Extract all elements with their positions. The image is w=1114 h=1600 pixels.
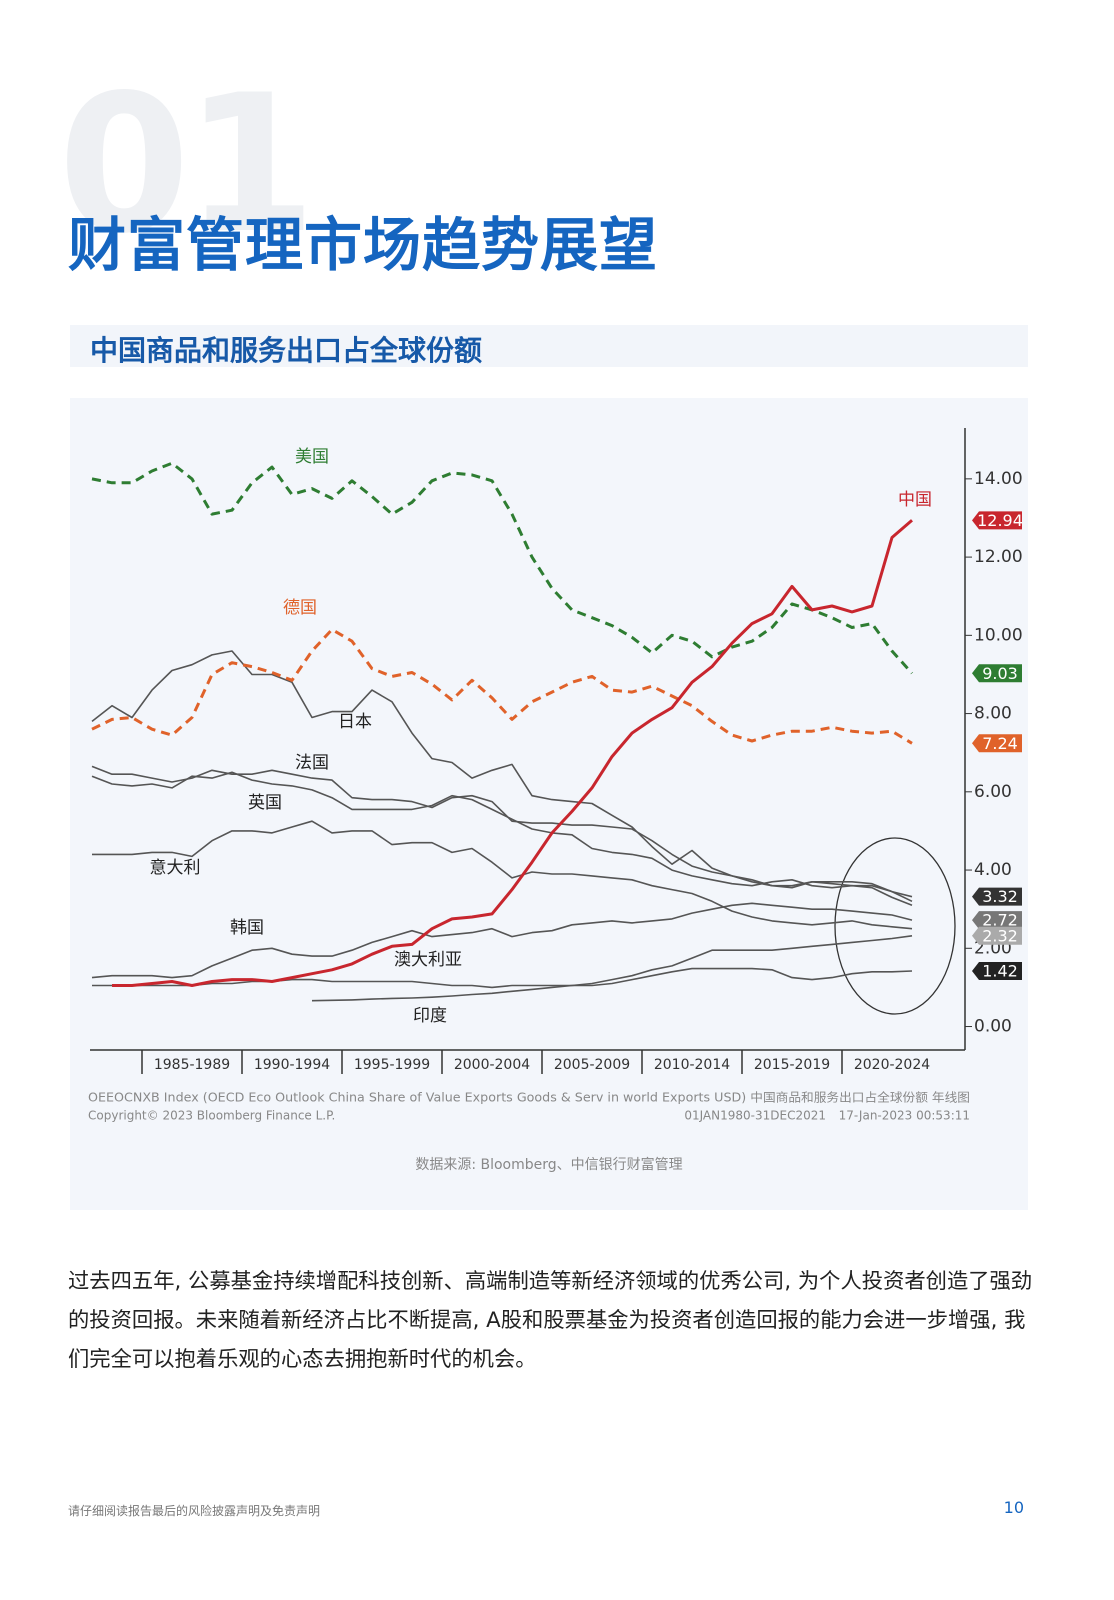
chart-note: 01JAN1980-31DEC2021 [684,1109,826,1123]
chart-source: 数据来源: Bloomberg、中信银行财富管理 [415,1156,682,1173]
section-number: 01 [58,54,316,275]
series-line [91,902,913,979]
value-tag [972,511,1022,530]
series-label: 意大利 [150,858,201,878]
value-label: 1.42 [982,961,1018,980]
x-tick-label: 1995-1999 [354,1057,430,1073]
section-title: 中国商品和服务出口占全球份额 [90,334,483,367]
x-tick-label: 1985-1989 [154,1057,230,1073]
highlight-ellipse [834,837,956,1015]
series-label: 印度 [413,1006,447,1026]
y-tick-label: 6.00 [974,782,1012,802]
value-tag [972,911,1022,930]
value-tag [972,887,1022,906]
series-line [91,650,913,898]
value-label: 9.03 [982,664,1018,683]
series-line [92,820,913,930]
disclaimer: 请仔细阅读报告最后的风险披露声明及免责声明 [68,1504,321,1518]
page-title: 财富管理市场趋势展望 [68,211,659,279]
series-label: 德国 [283,598,317,618]
series-label: 韩国 [230,918,264,938]
chart-note: 17-Jan-2023 00:53:11 [839,1109,970,1123]
chart-note: OEEOCNXB Index (OECD Eco Outlook China S… [88,1090,970,1105]
series-label: 英国 [248,793,282,813]
value-tag [972,926,1022,945]
series-line [112,519,913,987]
x-tick-label: 2005-2009 [554,1057,630,1073]
y-tick-label: 14.00 [974,469,1023,489]
chart-note: Copyright© 2023 Bloomberg Finance L.P. [88,1109,335,1123]
x-tick-label: 2010-2014 [654,1057,730,1073]
value-tag [972,734,1022,753]
y-tick-label: 0.00 [974,1017,1012,1037]
series-line [91,765,913,903]
value-tag [972,664,1022,683]
value-label: 12.94 [977,511,1023,530]
value-label: 3.32 [982,887,1018,906]
value-tag [972,961,1022,980]
chart-panel [70,398,1028,1210]
x-tick-label: 2000-2004 [454,1057,530,1073]
section-header: 中国商品和服务出口占全球份额 [70,325,1028,367]
y-tick-label: 4.00 [974,860,1012,880]
series-line [92,967,913,989]
series-line [91,461,914,675]
x-tick-label: 2015-2019 [754,1057,830,1073]
series-label: 澳大利亚 [394,950,462,970]
body-text: 过去四五年, 公募基金持续增配科技创新、高端制造等新经济领域的优秀公司, 为个人… [68,1269,1033,1372]
value-label: 2.32 [982,926,1018,945]
series-line [91,628,913,745]
series-label: 法国 [295,753,329,773]
series-label: 日本 [338,712,372,732]
series-label: 美国 [295,447,329,467]
series-line [311,935,913,1002]
value-label: 7.24 [982,734,1018,753]
y-tick-label: 8.00 [974,704,1012,724]
x-tick-label: 2020-2024 [854,1057,930,1073]
y-tick-label: 12.00 [974,547,1023,567]
page-number: 10 [1003,1498,1024,1517]
x-tick-label: 1990-1994 [254,1057,330,1073]
value-label: 2.72 [982,911,1018,930]
series-label: 中国 [898,490,932,510]
y-tick-label: 10.00 [974,625,1023,645]
